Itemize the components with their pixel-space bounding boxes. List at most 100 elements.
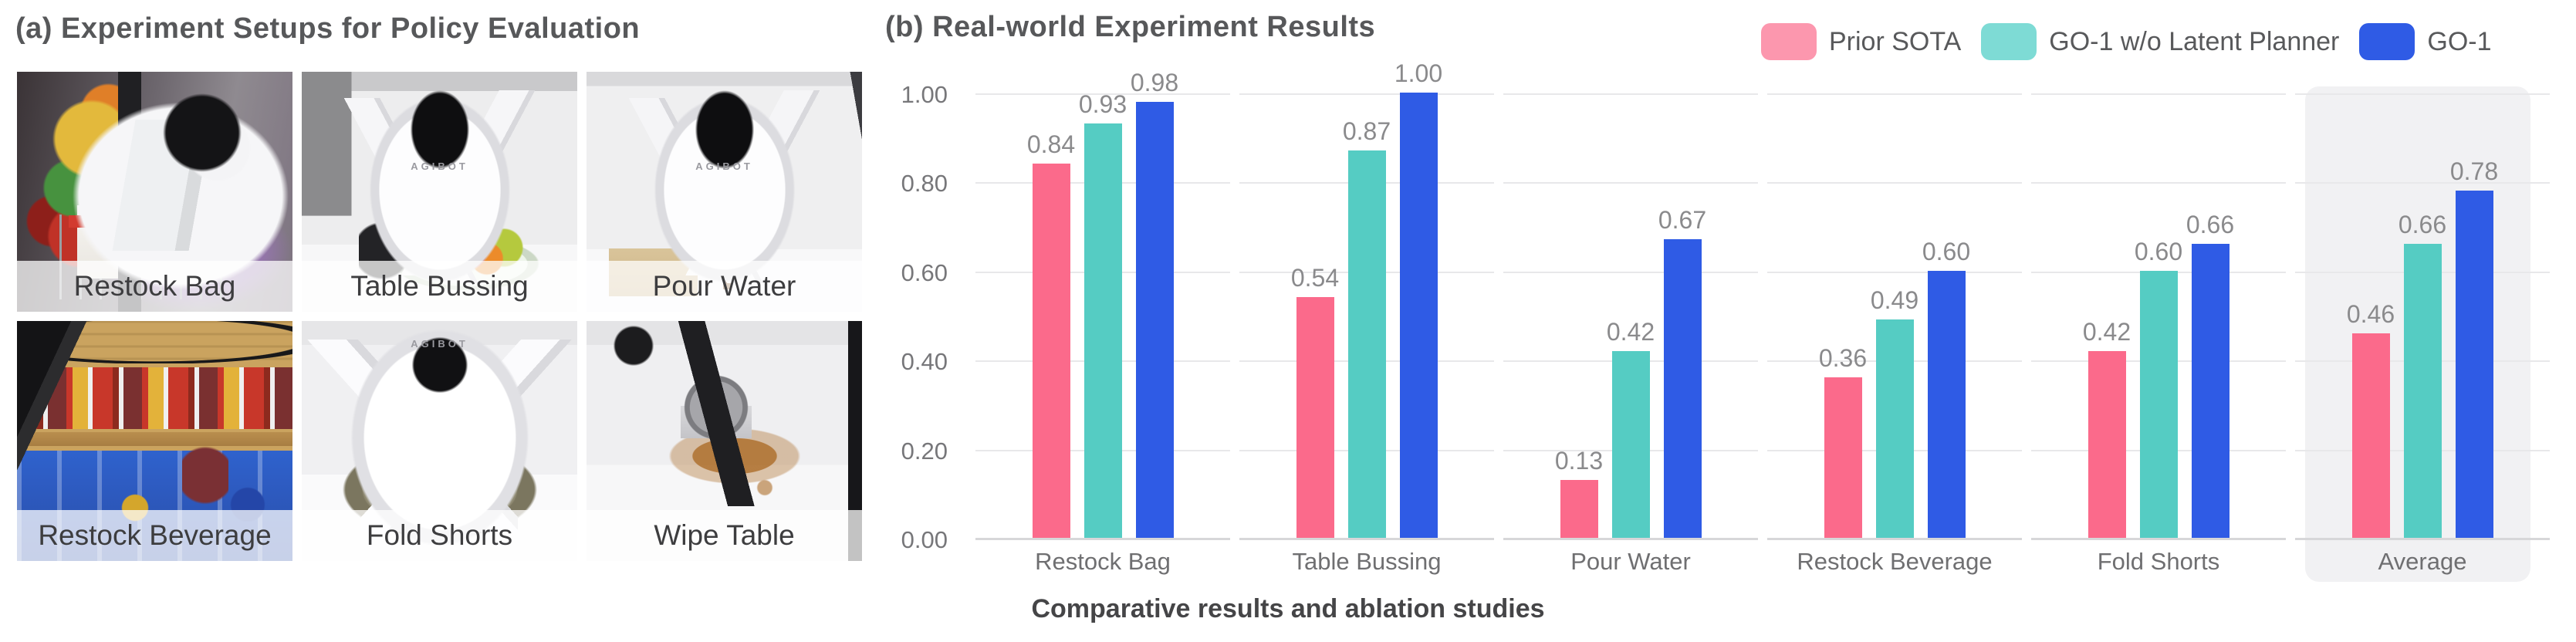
chart-panel-pour-water: 0.13 0.42 0.67 Pour Water [1502, 81, 1760, 575]
photo-fold-shorts: AGIBOT Fold Shorts [302, 321, 577, 561]
x-axis-line [1239, 538, 1494, 540]
photo-label-band: Wipe Table [587, 510, 862, 561]
y-tick-label: 0.40 [901, 348, 948, 376]
bar-value-label: 1.00 [1394, 59, 1443, 87]
legend-item-prior-sota: Prior SOTA [1761, 23, 1961, 60]
photo-wipe-table: Wipe Table [587, 321, 862, 561]
gridline [2295, 182, 2550, 184]
category-label: Restock Bag [1035, 548, 1171, 575]
photo-restock-bag: Restock Bag [17, 72, 292, 312]
chart-panel-fold-shorts: 0.42 0.60 0.66 Fold Shorts [2030, 81, 2287, 575]
bar-value-label: 0.49 [1870, 286, 1919, 314]
bar-go-1-w-o-latent-planner: 0.42 [1607, 318, 1655, 538]
bar-value-label: 0.54 [1290, 264, 1340, 292]
gridline [2031, 182, 2286, 184]
photo-restock-beverage: Restock Beverage [17, 321, 292, 561]
gridline [2295, 93, 2550, 95]
gridline [1239, 93, 1494, 95]
bar-value-label: 0.87 [1342, 117, 1391, 145]
bar-value-label: 0.93 [1078, 90, 1127, 118]
gridline [1503, 182, 1758, 184]
photo-label: Table Bussing [350, 270, 529, 302]
legend-swatch [2359, 23, 2415, 60]
y-tick-label: 1.00 [901, 81, 948, 108]
gridline [1503, 271, 1758, 273]
bar-value-label: 0.60 [1922, 238, 1971, 265]
chart-panel-restock-bag: 0.84 0.93 0.98 Restock Bag [974, 69, 1232, 575]
bar-value-label: 0.46 [2346, 300, 2395, 328]
photo-label: Wipe Table [654, 519, 795, 551]
bar-group: 0.46 0.66 0.78 [2294, 157, 2551, 538]
bar-go-1-w-o-latent-planner: 0.93 [1079, 90, 1127, 538]
legend-swatch [1761, 23, 1817, 60]
bar-go-1: 0.78 [2450, 157, 2498, 538]
y-tick-label: 0.00 [901, 526, 948, 553]
photo-table-bussing: AGIBOT Table Bussing [302, 72, 577, 312]
photo-label-band: Restock Beverage [17, 510, 292, 561]
bar-chart: 0.84 0.93 0.98 Restock Bag 0.54 0.87 1.00 Table… [974, 59, 2551, 575]
legend-swatch [1981, 23, 2037, 60]
bar-value-label: 0.60 [2134, 238, 2183, 265]
category-label: Pour Water [1570, 548, 1691, 575]
bar-prior-sota: 0.42 [2083, 318, 2131, 538]
legend-label: GO-1 [2427, 26, 2492, 56]
bar-group: 0.13 0.42 0.67 [1502, 206, 1760, 538]
bar-group: 0.84 0.93 0.98 [974, 69, 1232, 538]
bar-go-1-w-o-latent-planner: 0.60 [2135, 238, 2182, 538]
bar-go-1: 0.60 [1922, 238, 1970, 538]
chart-panel-restock-beverage: 0.36 0.49 0.60 Restock Beverage [1766, 81, 2023, 575]
photo-label: Restock Beverage [38, 519, 272, 551]
chart-panel-average: 0.46 0.66 0.78 Average [2294, 81, 2551, 575]
legend-label: Prior SOTA [1829, 26, 1962, 56]
photo-label-band: Pour Water [587, 261, 862, 312]
chart-panel-table-bussing: 0.54 0.87 1.00 Table Bussing [1238, 59, 1496, 575]
panel-b-title: (b) Real-world Experiment Results [885, 11, 1376, 43]
x-axis-line [1767, 538, 2022, 540]
robot-brand-text: AGIBOT [411, 160, 468, 173]
bar-group: 0.36 0.49 0.60 [1766, 238, 2023, 538]
bar-prior-sota: 0.13 [1555, 447, 1603, 538]
category-label: Restock Beverage [1797, 548, 1993, 575]
x-axis-line [2295, 538, 2550, 540]
bar-value-label: 0.84 [1026, 130, 1076, 158]
gridline [975, 93, 1230, 95]
bar-value-label: 0.42 [2082, 318, 2131, 346]
robot-brand-text: AGIBOT [411, 337, 468, 350]
bar-value-label: 0.42 [1606, 318, 1655, 346]
photo-label: Restock Bag [73, 270, 236, 302]
bar-go-1-w-o-latent-planner: 0.87 [1343, 117, 1391, 538]
category-label: Fold Shorts [2097, 548, 2220, 575]
bar-value-label: 0.66 [2186, 211, 2235, 238]
gridline [1767, 182, 2022, 184]
gridline [1767, 271, 2022, 273]
x-axis-line [975, 538, 1230, 540]
bar-value-label: 0.36 [1818, 344, 1868, 372]
chart-legend: Prior SOTA GO-1 w/o Latent Planner GO-1 [1761, 23, 2492, 60]
figure-caption: Comparative results and ablation studies [1031, 594, 1545, 623]
bar-value-label: 0.78 [2449, 157, 2499, 185]
y-tick-label: 0.60 [901, 258, 948, 286]
bar-prior-sota: 0.54 [1291, 264, 1339, 538]
gridline [1503, 93, 1758, 95]
category-label: Average [2378, 548, 2467, 575]
bar-go-1-w-o-latent-planner: 0.49 [1871, 286, 1918, 538]
photo-label-band: Restock Bag [17, 261, 292, 312]
y-tick-label: 0.80 [901, 170, 948, 198]
legend-label: GO-1 w/o Latent Planner [2049, 26, 2340, 56]
y-tick-label: 0.20 [901, 437, 948, 465]
bar-go-1: 0.98 [1131, 69, 1178, 538]
bar-go-1-w-o-latent-planner: 0.66 [2399, 211, 2446, 538]
robot-brand-text: AGIBOT [695, 160, 753, 173]
bar-value-label: 0.13 [1554, 447, 1604, 475]
legend-item-go-1-w-o-latent-planner: GO-1 w/o Latent Planner [1981, 23, 2339, 60]
x-axis-line [2031, 538, 2286, 540]
x-axis-line [1503, 538, 1758, 540]
bar-go-1: 0.66 [2186, 211, 2234, 538]
photo-label: Fold Shorts [366, 519, 513, 551]
bar-group: 0.42 0.60 0.66 [2030, 211, 2287, 538]
category-label: Table Bussing [1292, 548, 1442, 575]
gridline [2031, 93, 2286, 95]
photo-label-band: Fold Shorts [302, 510, 577, 561]
photo-label: Pour Water [652, 270, 796, 302]
